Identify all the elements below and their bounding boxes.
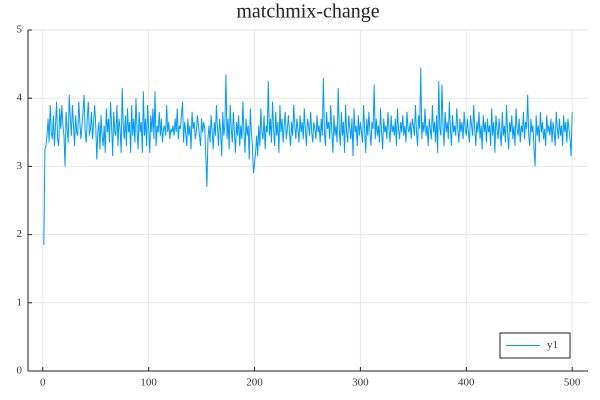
x-tick-label: 400 [458, 377, 475, 389]
x-tick-label: 300 [352, 377, 369, 389]
y-tick-label: 5 [17, 24, 23, 36]
chart-title: matchmix-change [236, 1, 379, 23]
y-tick-label: 4 [17, 92, 23, 104]
legend-label: y1 [547, 339, 558, 351]
legend: y1 [499, 332, 571, 359]
line-series [43, 67, 573, 245]
y-tick-label: 2 [17, 228, 23, 240]
y-tick-label: 1 [17, 296, 23, 308]
x-tick-label: 100 [140, 377, 157, 389]
x-tick-label: 500 [564, 377, 581, 389]
y-tick-label: 0 [17, 365, 23, 377]
x-tick-label: 0 [40, 377, 46, 389]
x-tick-label: 200 [246, 377, 263, 389]
y-tick-label: 3 [17, 160, 23, 172]
